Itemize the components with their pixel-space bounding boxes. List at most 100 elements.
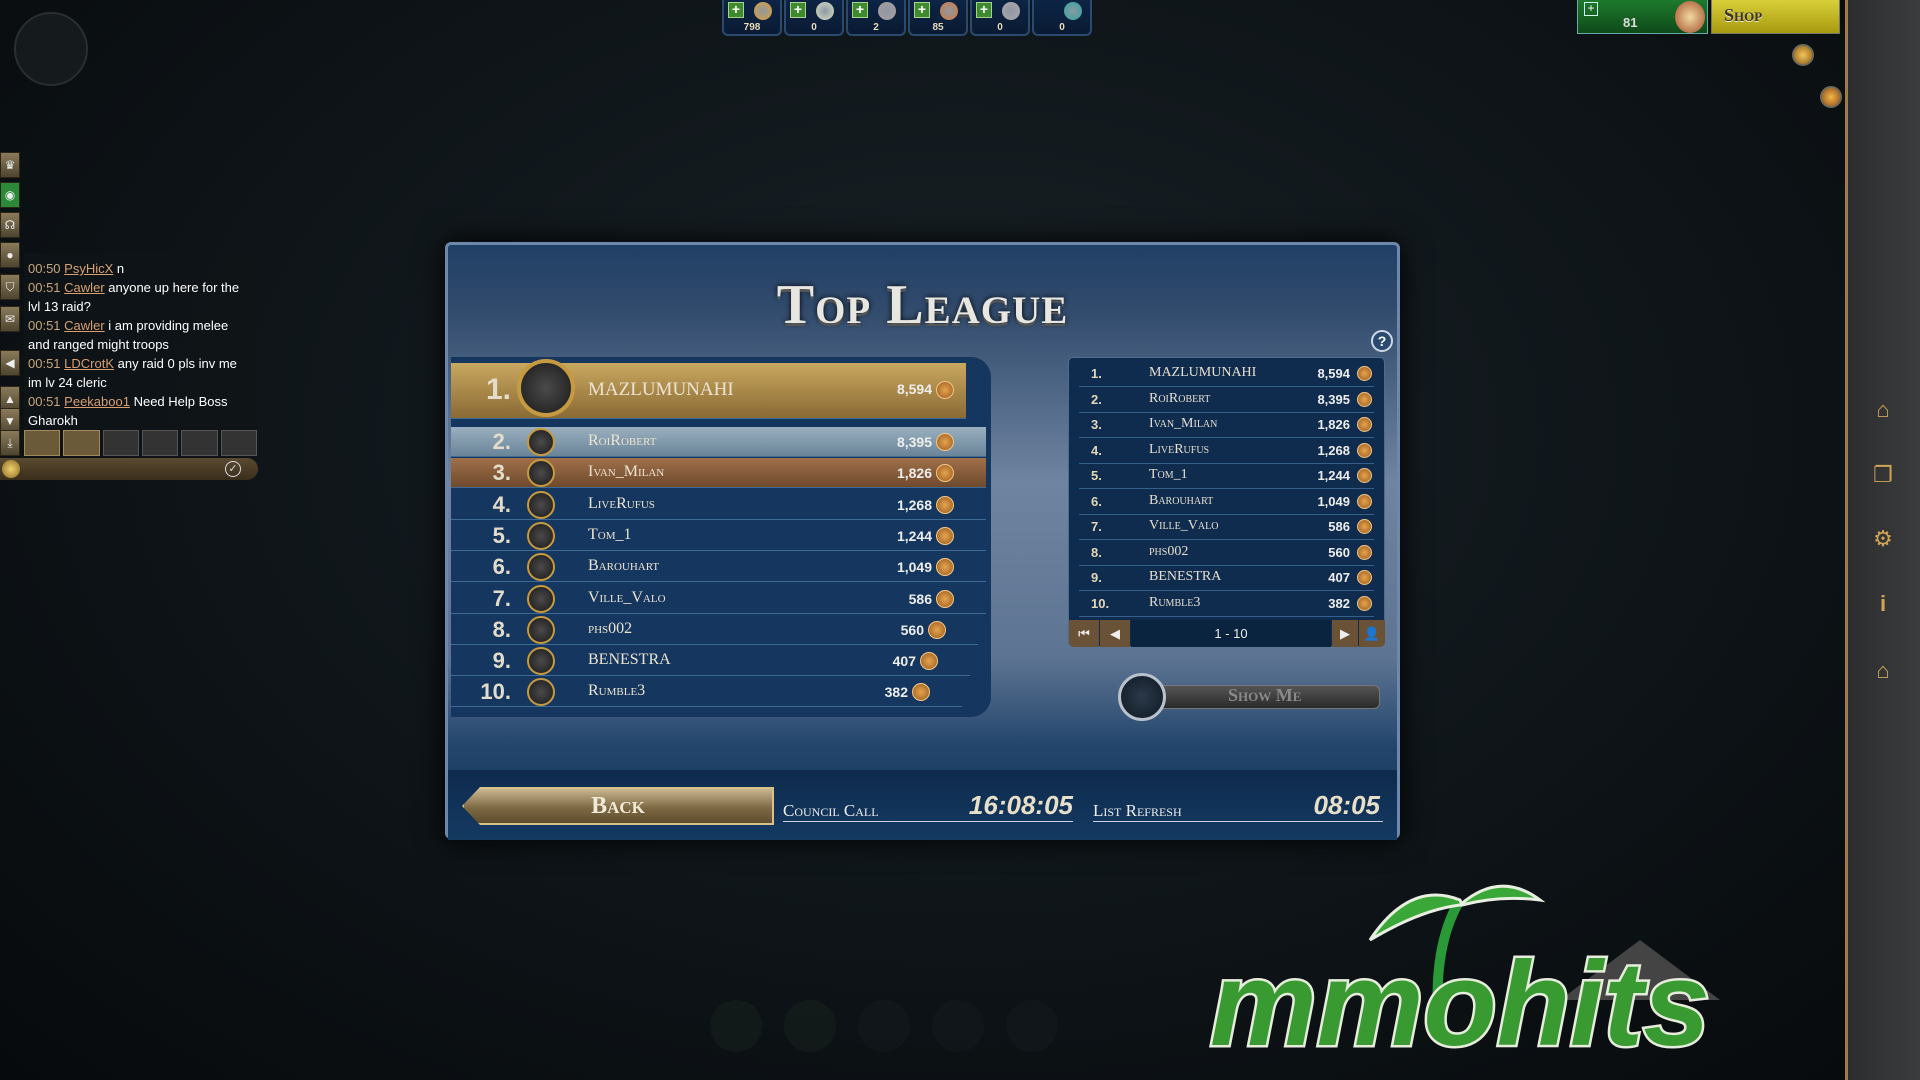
my-rank-button[interactable]: 👤 bbox=[1359, 620, 1385, 647]
mail-icon[interactable]: ✉ bbox=[0, 306, 20, 332]
chat-text: Need Help Boss Gharokh bbox=[28, 394, 228, 428]
collapse-chat-icon[interactable]: ◀ bbox=[0, 350, 20, 376]
add-resource-icon[interactable]: + bbox=[790, 2, 806, 18]
player-avatar[interactable] bbox=[14, 12, 88, 86]
leaderboard-row[interactable]: 10. Rumble3 382 bbox=[451, 677, 962, 708]
chat-username-link[interactable]: Cawler bbox=[64, 280, 105, 295]
action-bar bbox=[710, 1000, 1060, 1060]
rank-number: 10. bbox=[1091, 595, 1110, 611]
add-resource-icon[interactable]: + bbox=[914, 2, 930, 18]
compact-leaderboard-row[interactable]: 9. BENESTRA 407 bbox=[1079, 566, 1374, 591]
leaderboard-row[interactable]: 2. RoiRobert 8,395 bbox=[451, 427, 986, 457]
compact-leaderboard-row[interactable]: 4. LiveRufus 1,268 bbox=[1079, 439, 1374, 464]
leaderboard-row[interactable]: 3. Ivan_Milan 1,826 bbox=[451, 458, 986, 489]
player-name: MAZLUMUNAHI bbox=[1149, 365, 1257, 380]
previous-page-button[interactable]: ◀ bbox=[1100, 620, 1130, 647]
scroll-bottom-icon[interactable]: ⤓ bbox=[0, 430, 20, 456]
friend-icon[interactable]: ● bbox=[0, 242, 20, 268]
player-score: 1,268 bbox=[1317, 442, 1350, 458]
player-score: 8,395 bbox=[1317, 391, 1350, 407]
crystal-icon bbox=[816, 2, 834, 20]
league-coin-icon bbox=[1357, 595, 1372, 611]
rank-number: 3. bbox=[492, 460, 511, 486]
chat-tab-alliance[interactable] bbox=[63, 430, 100, 456]
leaderboard-row[interactable]: 6. Barouhart 1,049 bbox=[451, 552, 986, 583]
action-slot[interactable] bbox=[858, 1000, 910, 1052]
player-name: BENESTRA bbox=[588, 651, 671, 669]
gear-icon[interactable]: ⚙ bbox=[1873, 526, 1893, 551]
chat-username-link[interactable]: PsyHicX bbox=[64, 261, 114, 276]
add-resource-icon[interactable]: + bbox=[852, 2, 868, 18]
logout-icon[interactable]: ⌂ bbox=[1876, 658, 1890, 683]
chat-username-link[interactable]: Cawler bbox=[64, 318, 105, 333]
help-button[interactable]: ? bbox=[1371, 330, 1393, 352]
windows-icon[interactable]: ❐ bbox=[1873, 462, 1893, 487]
leaderboard-row[interactable]: 4. LiveRufus 1,268 bbox=[451, 490, 986, 520]
crown-icon[interactable]: ♛ bbox=[0, 152, 20, 178]
chat-username-link[interactable]: Peekaboo1 bbox=[64, 394, 130, 409]
add-resource-icon[interactable]: + bbox=[976, 2, 992, 18]
leaderboard-row[interactable]: 8. phs002 560 bbox=[451, 615, 978, 645]
shop-label: Shop bbox=[1724, 5, 1763, 25]
rank-number: 2. bbox=[1091, 391, 1102, 407]
watermark-text: mmohits bbox=[1210, 937, 1710, 1060]
chat-username-link[interactable]: LDCrotK bbox=[64, 356, 115, 371]
show-me-toggle[interactable]: Show Me bbox=[1118, 673, 1388, 721]
player-name: MAZLUMUNAHI bbox=[588, 379, 734, 400]
resource-gold-coin: +798 bbox=[722, 0, 782, 36]
action-slot[interactable] bbox=[932, 1000, 984, 1052]
chat-input[interactable]: ✓ bbox=[0, 458, 258, 480]
chat-tab-private[interactable] bbox=[181, 430, 218, 456]
action-slot[interactable] bbox=[710, 1000, 762, 1052]
compact-leaderboard-row[interactable]: 5. Tom_1 1,244 bbox=[1079, 464, 1374, 489]
compact-leaderboard-row[interactable]: 10. Rumble3 382 bbox=[1079, 592, 1374, 617]
player-score: 1,826 bbox=[896, 465, 932, 482]
compact-leaderboard-row[interactable]: 1. MAZLUMUNAHI 8,594 bbox=[1079, 362, 1374, 387]
add-resource-icon[interactable]: + bbox=[728, 2, 744, 18]
shield-icon[interactable]: ⛉ bbox=[0, 274, 20, 300]
scroll-up-icon[interactable]: ▲ bbox=[0, 386, 20, 412]
alliance-icon[interactable]: ☊ bbox=[0, 212, 20, 238]
info-icon[interactable]: i bbox=[1879, 591, 1887, 616]
resource-crystal: +0 bbox=[784, 0, 844, 36]
league-coin-icon bbox=[936, 558, 954, 577]
leaderboard-row[interactable]: 9. BENESTRA 407 bbox=[451, 646, 970, 677]
gem-icon bbox=[1064, 2, 1082, 20]
chat-time: 00:51 bbox=[28, 318, 61, 333]
back-button[interactable]: Back bbox=[462, 787, 774, 825]
shop-button[interactable]: Shop bbox=[1711, 0, 1840, 34]
compact-leaderboard-row[interactable]: 7. Ville_Valo 586 bbox=[1079, 515, 1374, 540]
chat-channel-icon[interactable] bbox=[2, 460, 20, 478]
globe-icon[interactable]: ◉ bbox=[0, 182, 20, 208]
rubies-counter[interactable]: + 81 bbox=[1577, 0, 1708, 34]
chat-tab-guild[interactable] bbox=[141, 430, 179, 456]
compact-leaderboard-row[interactable]: 2. RoiRobert 8,395 bbox=[1079, 388, 1374, 413]
action-slot[interactable] bbox=[1006, 1000, 1058, 1052]
wood-icon bbox=[940, 2, 958, 20]
add-rubies-icon[interactable]: + bbox=[1584, 2, 1598, 16]
map-toggle-icon[interactable] bbox=[1792, 44, 1814, 66]
player-portrait bbox=[527, 584, 555, 613]
leaderboard-row[interactable]: 7. Ville_Valo 586 bbox=[451, 584, 986, 614]
player-portrait bbox=[527, 459, 555, 488]
league-coin-icon bbox=[1357, 442, 1372, 458]
settings-gear-icon[interactable] bbox=[1820, 86, 1842, 108]
send-check-icon[interactable]: ✓ bbox=[225, 461, 241, 477]
compact-leaderboard-row[interactable]: 6. Barouhart 1,049 bbox=[1079, 490, 1374, 515]
chat-tab-global[interactable] bbox=[24, 430, 61, 456]
rank-number: 5. bbox=[1091, 468, 1102, 483]
return-home-icon[interactable]: ⌂ bbox=[1876, 397, 1890, 422]
action-slot[interactable] bbox=[784, 1000, 836, 1052]
chat-time: 00:51 bbox=[28, 394, 61, 409]
leaderboard-podium-list: 1. MAZLUMUNAHI 8,594 2. RoiRobert 8,395 3. Ivan… bbox=[451, 357, 991, 717]
compact-leaderboard-row[interactable]: 8. phs002 560 bbox=[1079, 541, 1374, 566]
chat-time: 00:51 bbox=[28, 356, 61, 371]
leaderboard-row[interactable]: 1. MAZLUMUNAHI 8,594 bbox=[451, 359, 966, 419]
compact-leaderboard-row[interactable]: 3. Ivan_Milan 1,826 bbox=[1079, 413, 1374, 438]
leaderboard-row[interactable]: 5. Tom_1 1,244 bbox=[451, 521, 986, 551]
player-score: 407 bbox=[892, 653, 916, 670]
first-page-button[interactable]: ⏮ bbox=[1069, 620, 1099, 647]
chat-tab-combat[interactable] bbox=[220, 430, 257, 456]
chat-tab-group[interactable] bbox=[102, 430, 139, 456]
next-page-button[interactable]: ▶ bbox=[1332, 620, 1358, 647]
